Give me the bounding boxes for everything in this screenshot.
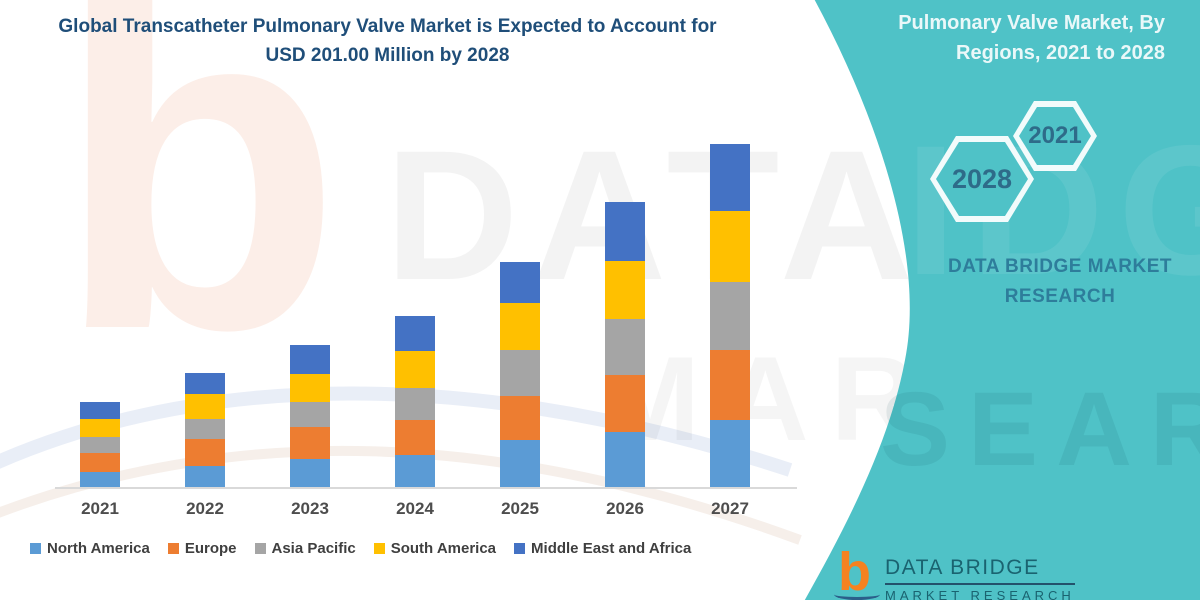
bar-segment-2025-middle-east-and-africa xyxy=(500,262,540,303)
x-axis-label-2027: 2027 xyxy=(711,499,749,518)
x-axis-label-2021: 2021 xyxy=(81,499,119,518)
bar-segment-2024-south-america xyxy=(395,351,435,388)
bar-segment-2022-middle-east-and-africa xyxy=(185,373,225,394)
x-axis-line xyxy=(55,487,797,489)
footer-brand-text: DATA BRIDGE MARKET RESEARCH xyxy=(885,548,1075,600)
x-axis-label-2024: 2024 xyxy=(396,499,434,518)
bar-segment-2024-europe xyxy=(395,420,435,455)
footer-brand-line1: DATA BRIDGE xyxy=(885,556,1075,585)
chart-title: Global Transcatheter Pulmonary Valve Mar… xyxy=(58,16,717,66)
bar-segment-2021-north-america xyxy=(80,472,120,488)
databridge-b-logo-icon: b xyxy=(834,545,880,600)
bar-segment-2023-north-america xyxy=(290,459,330,488)
legend-label-south-america: South America xyxy=(390,540,497,557)
legend-swatch-asia-pacific xyxy=(254,543,266,554)
legend-label-europe: Europe xyxy=(184,540,237,557)
bar-segment-2026-asia-pacific xyxy=(605,319,645,375)
legend-item-europe: Europe xyxy=(167,540,237,557)
bar-2024 xyxy=(395,316,435,488)
footer-brand-line2: MARKET RESEARCH xyxy=(885,588,1075,600)
legend-item-north-america: North America xyxy=(30,540,150,557)
legend-item-south-america: South America xyxy=(373,540,497,557)
x-axis-label-2023: 2023 xyxy=(291,499,329,518)
legend-swatch-europe xyxy=(167,543,179,554)
bar-2021 xyxy=(80,402,120,488)
legend-item-middle-east-and-africa: Middle East and Africa xyxy=(514,540,691,557)
legend-label-middle-east-and-africa: Middle East and Africa xyxy=(531,540,692,557)
logo-swoosh-icon xyxy=(834,589,880,600)
legend-swatch-south-america xyxy=(373,543,385,554)
bar-segment-2023-south-america xyxy=(290,374,330,402)
bar-segment-2024-north-america xyxy=(395,455,435,488)
bar-segment-2023-europe xyxy=(290,427,330,459)
bar-segment-2021-middle-east-and-africa xyxy=(80,402,120,419)
bar-segment-2024-asia-pacific xyxy=(395,388,435,420)
x-axis-label-2025: 2025 xyxy=(501,499,539,518)
legend-label-asia-pacific: Asia Pacific xyxy=(271,540,356,557)
bar-segment-2021-asia-pacific xyxy=(80,437,120,453)
bar-segment-2027-south-america xyxy=(710,211,750,282)
bar-2023 xyxy=(290,345,330,488)
legend-item-asia-pacific: Asia Pacific xyxy=(254,540,356,557)
bar-segment-2026-south-america xyxy=(605,261,645,319)
legend-label-north-america: North America xyxy=(47,540,150,557)
bar-segment-2022-north-america xyxy=(185,466,225,488)
bar-2022 xyxy=(185,373,225,488)
bar-2025 xyxy=(500,262,540,488)
bar-segment-2027-north-america xyxy=(710,420,750,488)
bar-segment-2027-asia-pacific xyxy=(710,282,750,350)
bar-segment-2025-north-america xyxy=(500,440,540,488)
x-axis-label-2022: 2022 xyxy=(186,499,224,518)
bar-2027 xyxy=(710,144,750,488)
bar-segment-2026-europe xyxy=(605,375,645,432)
legend-swatch-north-america xyxy=(30,543,41,554)
legend: North America Europe Asia Pacific South Ame… xyxy=(30,540,691,557)
bar-segment-2022-south-america xyxy=(185,394,225,419)
bar-segment-2022-europe xyxy=(185,439,225,466)
bar-segment-2026-middle-east-and-africa xyxy=(605,202,645,261)
footer-logo: b DATA BRIDGE MARKET RESEARCH xyxy=(834,545,1075,600)
bar-segment-2025-europe xyxy=(500,396,540,440)
bar-segment-2027-europe xyxy=(710,350,750,420)
bar-2026 xyxy=(605,202,645,488)
bar-segment-2021-europe xyxy=(80,453,120,472)
bar-segment-2024-middle-east-and-africa xyxy=(395,316,435,351)
bar-segment-2023-asia-pacific xyxy=(290,402,330,427)
bar-segment-2022-asia-pacific xyxy=(185,419,225,439)
bar-segment-2025-asia-pacific xyxy=(500,350,540,396)
bar-segment-2021-south-america xyxy=(80,419,120,437)
bar-segment-2023-middle-east-and-africa xyxy=(290,345,330,374)
legend-swatch-middle-east-and-africa xyxy=(514,543,526,554)
bar-segment-2026-north-america xyxy=(605,432,645,488)
bar-segment-2027-middle-east-and-africa xyxy=(710,144,750,211)
bar-segment-2025-south-america xyxy=(500,303,540,350)
x-axis-label-2026: 2026 xyxy=(606,499,644,518)
